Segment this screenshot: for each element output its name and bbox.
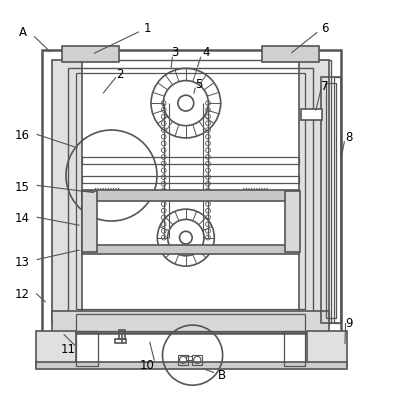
Bar <box>82 245 299 255</box>
Bar <box>82 177 299 184</box>
Bar <box>178 355 188 365</box>
Bar <box>82 190 299 201</box>
Text: 8: 8 <box>345 131 353 144</box>
Bar <box>76 314 305 331</box>
Bar <box>307 331 347 366</box>
Text: 10: 10 <box>140 358 154 371</box>
Bar <box>186 356 192 360</box>
Bar <box>76 74 305 309</box>
Bar <box>82 158 299 165</box>
Text: 7: 7 <box>321 80 329 92</box>
Text: 5: 5 <box>195 78 202 91</box>
Bar <box>36 331 76 366</box>
Text: 6: 6 <box>321 22 329 35</box>
Text: 13: 13 <box>15 255 30 268</box>
Text: 11: 11 <box>60 342 75 355</box>
Bar <box>42 51 341 333</box>
Text: 1: 1 <box>143 22 151 35</box>
Bar <box>119 330 125 339</box>
Bar <box>76 331 98 366</box>
Bar <box>285 191 300 253</box>
Bar <box>192 355 202 365</box>
Bar <box>52 61 331 323</box>
Bar <box>326 83 336 318</box>
Bar <box>299 61 329 323</box>
Text: 9: 9 <box>345 317 353 329</box>
Bar <box>334 78 341 323</box>
Text: 12: 12 <box>15 287 30 300</box>
Bar <box>68 68 313 317</box>
Text: B: B <box>218 369 226 382</box>
Bar <box>262 47 319 63</box>
Bar <box>301 109 322 120</box>
Text: 15: 15 <box>15 180 30 193</box>
Bar <box>115 339 126 344</box>
Text: 4: 4 <box>202 46 210 59</box>
Bar <box>82 191 97 253</box>
Bar <box>52 311 329 333</box>
Bar <box>62 47 119 63</box>
Bar <box>52 61 82 323</box>
Text: 2: 2 <box>116 68 123 81</box>
Text: 3: 3 <box>171 46 178 59</box>
Text: 16: 16 <box>15 129 30 142</box>
Text: 14: 14 <box>15 212 30 225</box>
Text: A: A <box>18 26 27 39</box>
Bar <box>283 331 305 366</box>
Bar <box>321 78 341 323</box>
Bar <box>36 362 347 369</box>
